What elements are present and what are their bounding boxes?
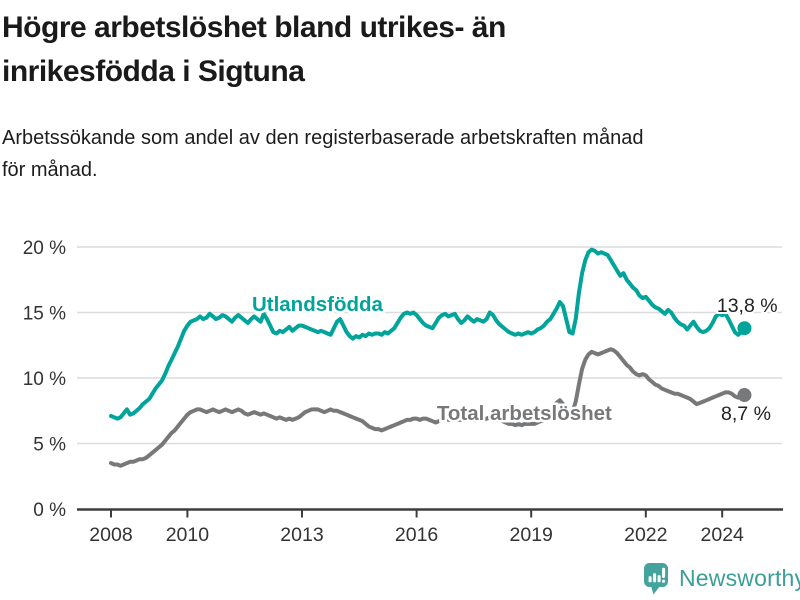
series-end-value-label: 13,8 % xyxy=(717,295,778,317)
newsworthy-logo: Newsworthy xyxy=(643,562,800,595)
page-subtitle: Arbetssökande som andel av den registerb… xyxy=(2,127,644,181)
page-title: Högre arbetslöshet bland utrikes- än inr… xyxy=(2,11,506,88)
series-label: Utlandsfödda xyxy=(252,293,384,316)
y-tick-label: 10 % xyxy=(23,369,66,390)
x-tick-label: 2016 xyxy=(395,524,438,546)
x-tick-label: 2013 xyxy=(280,524,323,546)
series-end-dot xyxy=(737,388,752,403)
series-line xyxy=(109,247,747,421)
y-tick-label: 15 % xyxy=(23,304,66,325)
x-tick-label: 2010 xyxy=(166,524,210,546)
x-tick-label: 2024 xyxy=(701,524,745,546)
x-tick-label: 2019 xyxy=(510,524,553,546)
y-tick-label: 20 % xyxy=(23,238,66,259)
newsworthy-logo-text: Newsworthy xyxy=(679,565,800,591)
series-line xyxy=(109,347,747,468)
y-tick-label: 0 % xyxy=(33,500,66,521)
newsworthy-logo-icon xyxy=(644,563,668,595)
x-tick-label: 2008 xyxy=(89,524,132,546)
x-tick-label: 2022 xyxy=(624,524,667,546)
series-label: Total arbetslöshet xyxy=(437,402,612,425)
y-tick-label: 5 % xyxy=(33,435,66,456)
series-end-value-label: 8,7 % xyxy=(721,403,771,425)
series-end-dot xyxy=(737,321,752,336)
